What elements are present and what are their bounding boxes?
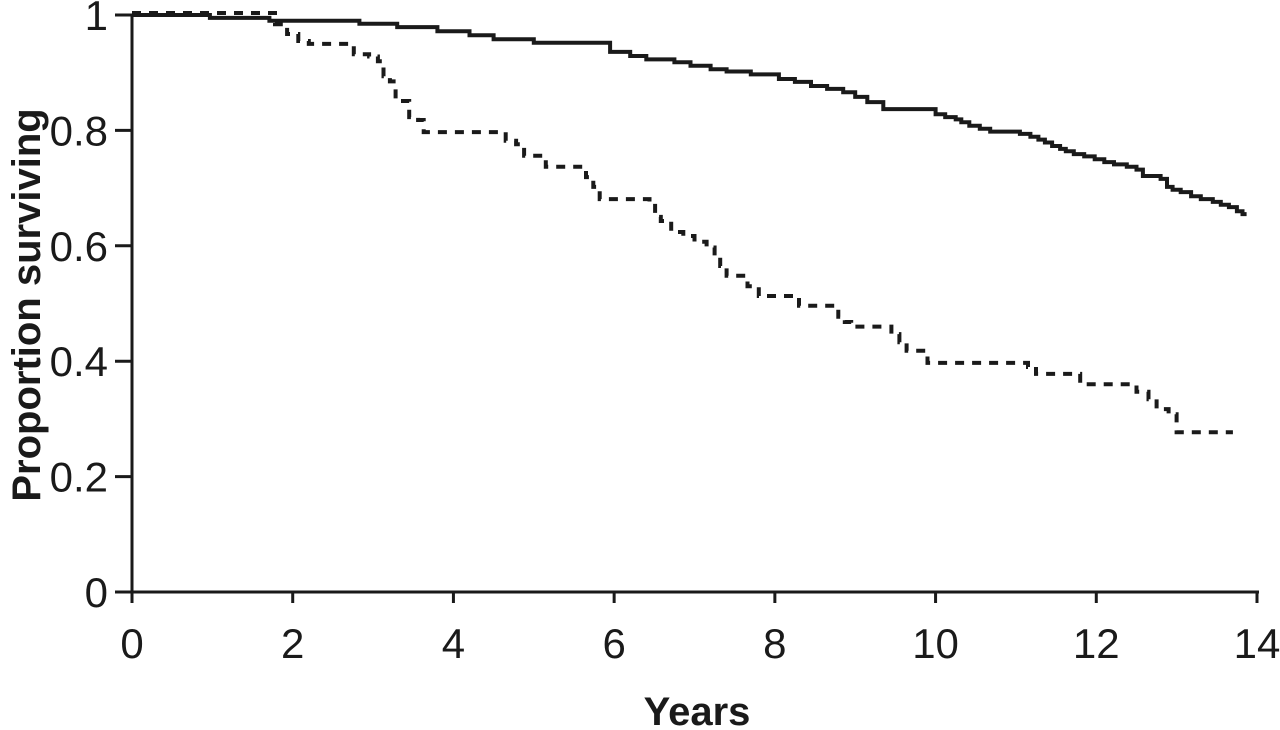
x-tick-label: 6 <box>602 620 625 667</box>
x-tick-label: 14 <box>1234 620 1280 667</box>
x-tick-label: 4 <box>442 620 465 667</box>
axes-layer <box>115 15 1259 603</box>
solid-survival-curve <box>132 13 1247 217</box>
ticks-layer: 00.20.40.60.810 2 4 6 8 10 12 14 <box>50 0 1280 667</box>
y-tick-label: 0 <box>85 569 108 616</box>
y-tick-label: 1 <box>85 0 108 39</box>
x-tick-label: 12 <box>1073 620 1120 667</box>
dashed-survival-curve <box>132 11 1233 435</box>
x-tick-label: 0 <box>120 620 143 667</box>
x-tick-label: 8 <box>763 620 786 667</box>
y-axis-title: Proportion surviving <box>5 108 49 501</box>
y-tick-label: 0.2 <box>50 454 108 501</box>
x-tick-label: 2 <box>281 620 304 667</box>
curves-layer <box>132 11 1247 435</box>
x-axis-title: Years <box>644 690 751 730</box>
y-tick-label: 0.4 <box>50 338 108 385</box>
y-tick-label: 0.8 <box>50 107 108 154</box>
x-tick-label: 10 <box>912 620 959 667</box>
y-tick-label: 0.6 <box>50 223 108 270</box>
